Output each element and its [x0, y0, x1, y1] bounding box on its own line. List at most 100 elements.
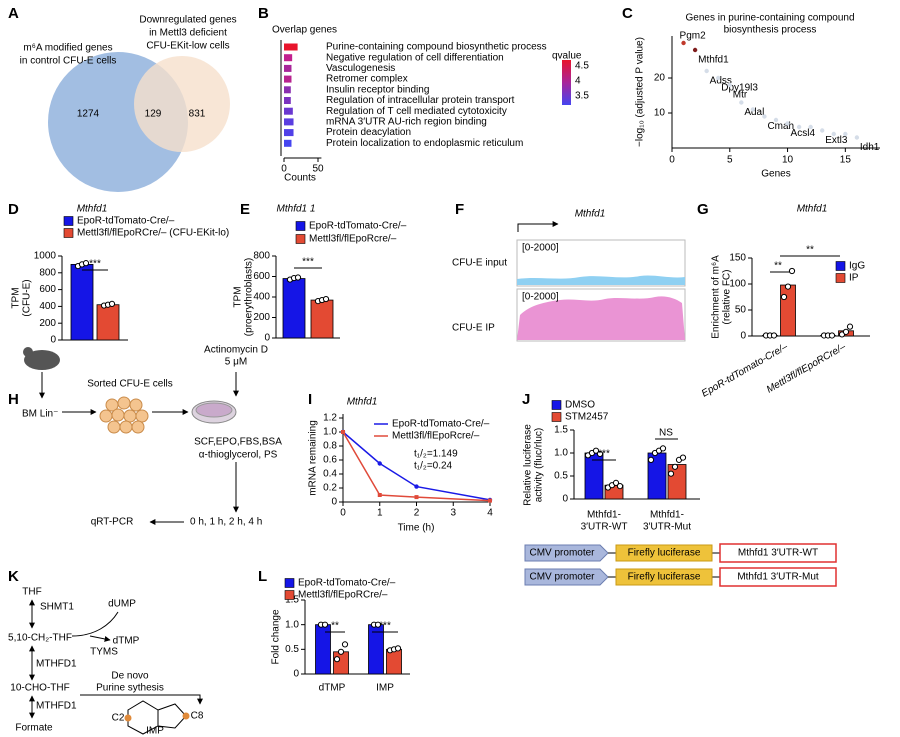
- legend-label: EpoR-tdTomato-Cre/–: [298, 578, 396, 589]
- replicate-point: [592, 447, 600, 454]
- track-frame: [516, 288, 686, 342]
- point-label: Mtr: [733, 90, 748, 101]
- point: [831, 131, 836, 137]
- diagram-label: 5 μM: [225, 357, 247, 368]
- point: [854, 135, 860, 140]
- venn-label: CFU-EKit-low cells: [146, 41, 229, 52]
- point: [341, 430, 345, 434]
- y-tick-label: 0: [331, 497, 337, 508]
- significance-label: ***: [598, 449, 610, 460]
- replicate-point: [659, 445, 667, 452]
- bar: [310, 299, 334, 339]
- track-frame: [516, 239, 686, 287]
- y-tick-label: 0: [562, 494, 568, 505]
- x-tick-label: IMP: [376, 683, 394, 694]
- x-tick-label: 3′UTR-WT: [581, 522, 628, 533]
- point: [704, 68, 709, 74]
- bar: [780, 284, 796, 337]
- x-axis-label: Genes: [761, 169, 790, 180]
- chart-title: Mthfd1: [575, 209, 606, 220]
- replicate-point: [612, 479, 620, 486]
- legend-label: EpoR-tdTomato-Cre/–: [309, 221, 407, 232]
- mouse-icon: [23, 347, 33, 357]
- y-axis-label: Relative luciferase: [523, 424, 534, 506]
- term-label: Insulin receptor binding: [326, 84, 429, 95]
- term-label: Negative regulation of cell differentiat…: [326, 52, 504, 63]
- x-tick-label: 4: [487, 508, 493, 519]
- panel-letter: D: [8, 201, 19, 218]
- diagram-label: Sorted CFU-E cells: [87, 379, 173, 390]
- term-label: Protein localization to endoplasmic reti…: [326, 138, 523, 149]
- replicate-point: [780, 293, 788, 301]
- panel-letter: K: [8, 568, 19, 585]
- y-axis-label: (proerythroblasts): [244, 258, 255, 336]
- venn-label: in Mettl3 deficient: [149, 28, 227, 39]
- legend-label: STM2457: [565, 412, 609, 423]
- colorbar-tick-label: 4: [575, 76, 581, 87]
- point: [762, 114, 767, 119]
- diagram-label: BM Lin⁻: [22, 409, 58, 420]
- term-label: Regulation of T cell mediated cytotoxici…: [326, 106, 507, 117]
- chart-title: Genes in purine-containing compound: [686, 13, 855, 24]
- x-tick-label: 15: [840, 155, 852, 166]
- replicate-point: [333, 656, 341, 663]
- significance-label: **: [806, 245, 814, 256]
- colorbar-tick-label: 3.5: [575, 91, 589, 102]
- mouse-icon: [24, 350, 60, 370]
- y-tick-label: 400: [39, 301, 56, 312]
- diagram-label: qRT-PCR: [91, 517, 134, 528]
- replicate-point: [596, 450, 604, 458]
- significance-label: ***: [379, 621, 391, 632]
- y-tick-label: 100: [729, 279, 746, 290]
- chart-title: Mthfd1: [797, 204, 828, 215]
- diagram-label: α-thioglycerol, PS: [199, 450, 278, 461]
- point: [692, 47, 698, 53]
- bar: [282, 278, 306, 339]
- bar: [284, 107, 293, 115]
- y-tick-label: 1.2: [323, 413, 337, 424]
- y-tick-label: 1.5: [285, 595, 299, 606]
- point: [414, 484, 419, 489]
- track-range: [0-2000]: [522, 292, 559, 303]
- legend-label: EpoR-tdTomato-Cre/–: [392, 419, 490, 430]
- replicate-point: [770, 332, 778, 339]
- diagram-label: SCF,EPO,FBS,BSA: [194, 437, 282, 448]
- point-label: Extl3: [825, 135, 848, 146]
- bar: [284, 64, 292, 72]
- point: [820, 128, 825, 133]
- replicate-point: [679, 454, 687, 461]
- x-tick-label: 3: [450, 508, 456, 519]
- replicate-point: [828, 332, 836, 339]
- metabolite: THF: [22, 587, 41, 598]
- legend-label: Mettl3fl/flEpoRCre/– (CFU-EKit-lo): [77, 228, 229, 239]
- replicate-point: [337, 648, 345, 655]
- y-tick-label: 0: [264, 333, 270, 344]
- point: [488, 498, 492, 503]
- replicate-point: [341, 641, 349, 648]
- replicate-point: [108, 300, 116, 307]
- venn-count: 1274: [77, 109, 100, 120]
- cell-cluster: [99, 396, 149, 434]
- legend-swatch: [284, 578, 295, 588]
- legend-swatch: [63, 228, 74, 238]
- track-label: CFU-E IP: [452, 323, 495, 334]
- colorbar-tick-label: 4.5: [575, 61, 589, 72]
- legend-swatch: [63, 216, 74, 226]
- x-tick-label: 0: [669, 155, 675, 166]
- legend-swatch: [835, 261, 846, 271]
- atom-label: C8: [191, 711, 204, 722]
- chart-title: Overlap genes: [272, 25, 337, 36]
- x-tick-label: Mthfd1-: [650, 510, 684, 521]
- metabolite: 5,10-CH₂-THF: [8, 633, 72, 644]
- legend-label: Mettl3fl/flEpoRcre/–: [392, 431, 480, 442]
- term-label: Protein deacylation: [326, 127, 411, 138]
- y-tick-label: 20: [654, 73, 666, 84]
- chart-title: Mthfd1: [77, 204, 108, 215]
- panel-letter: B: [258, 5, 269, 22]
- term-label: Purine-containing compound biosynthetic …: [326, 42, 547, 53]
- y-tick-label: 800: [39, 267, 56, 278]
- point: [808, 124, 813, 130]
- y-tick-label: 400: [253, 292, 270, 303]
- replicate-point: [294, 274, 302, 281]
- y-tick-label: 1000: [34, 251, 57, 262]
